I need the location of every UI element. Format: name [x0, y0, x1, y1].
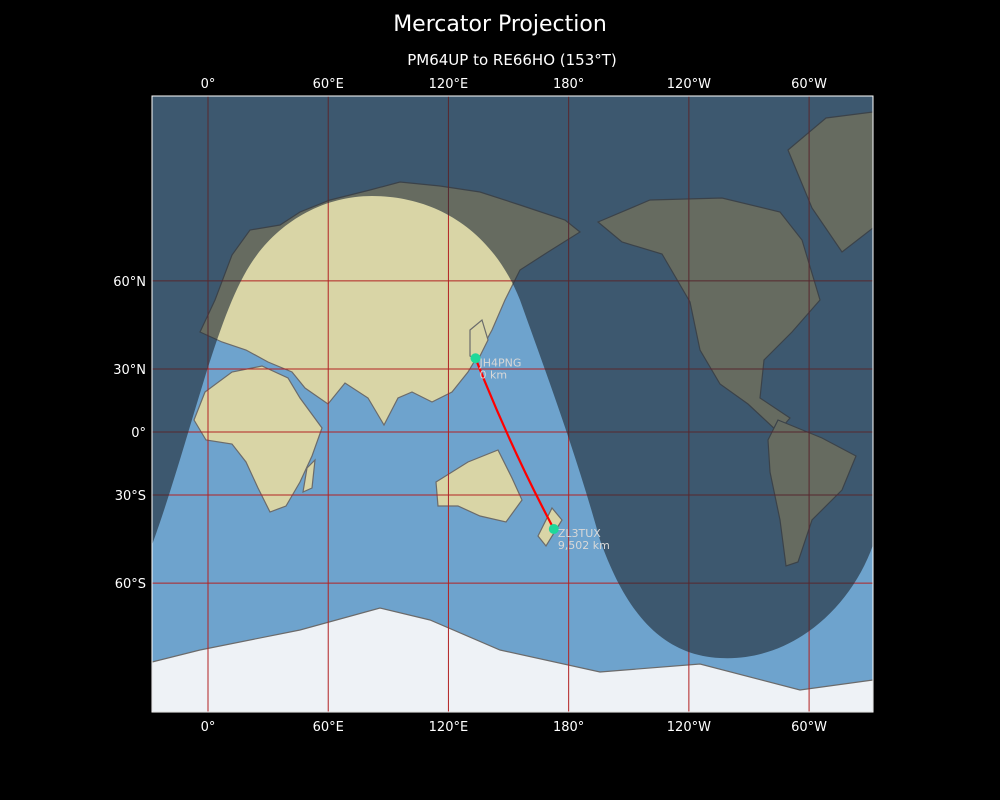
lon-tick-label-top: 180°: [553, 77, 584, 92]
lon-tick-label-top: 60°W: [791, 77, 827, 92]
lon-tick-label-bottom: 60°E: [313, 720, 344, 735]
station-distance: 9,502 km: [558, 539, 610, 552]
station-distance: 0 km: [479, 368, 507, 381]
antarctica: [152, 607, 873, 712]
lon-tick-label-bottom: 120°E: [429, 720, 469, 735]
lat-tick-label: 30°N: [113, 363, 146, 378]
lon-tick-label-bottom: 120°W: [667, 720, 711, 735]
lat-tick-label: 30°S: [115, 489, 146, 504]
route-line: [474, 357, 555, 530]
lat-tick-label: 0°: [131, 426, 146, 441]
lon-tick-label-top: 0°: [201, 77, 216, 92]
night-shading: [152, 96, 873, 659]
madagascar: [302, 458, 316, 494]
lon-tick-label-top: 120°E: [429, 77, 469, 92]
lon-tick-label-top: 120°W: [667, 77, 711, 92]
lon-tick-label-bottom: 180°: [553, 720, 584, 735]
station-callsign: ZL3TUX: [558, 527, 601, 540]
lon-tick-label-top: 60°E: [313, 77, 344, 92]
lat-tick-label: 60°S: [115, 577, 146, 592]
station-marker[interactable]: [470, 353, 481, 364]
map-frame: [151, 95, 874, 713]
lat-tick-label: 60°N: [113, 275, 146, 290]
station-marker[interactable]: [548, 523, 559, 534]
map-subtitle: PM64UP to RE66HO (153°T): [407, 51, 617, 69]
lon-tick-label-bottom: 60°W: [791, 720, 827, 735]
lon-tick-label-bottom: 0°: [201, 720, 216, 735]
figure-title: Mercator Projection: [393, 12, 607, 37]
japan: [469, 318, 489, 361]
station-callsign: JH4PNG: [478, 356, 521, 369]
